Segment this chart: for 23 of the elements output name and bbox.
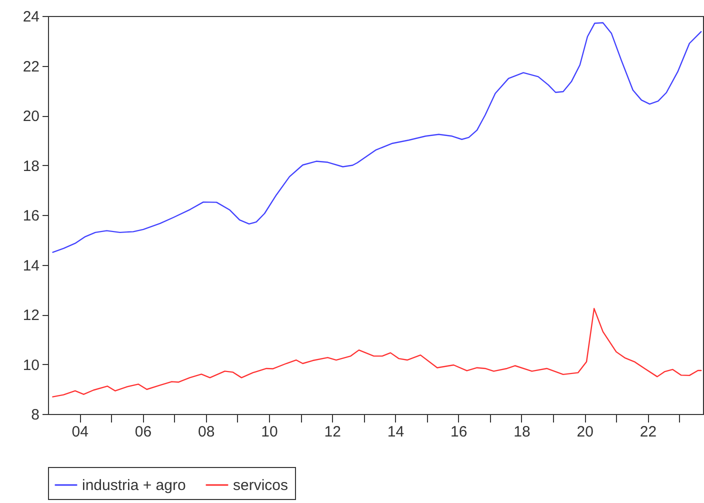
y-tick-label: 24	[22, 8, 40, 26]
legend-label: servicos	[233, 477, 288, 494]
x-tick-label: 18	[514, 424, 530, 440]
y-tick-label: 8	[31, 406, 40, 424]
legend-label: industria + agro	[82, 477, 186, 494]
x-tick-label: 04	[72, 424, 88, 440]
y-tick-label: 20	[22, 108, 40, 125]
y-tick-label: 16	[22, 208, 40, 224]
y-tick-label: 22	[22, 58, 40, 76]
x-tick-label: 06	[134, 424, 152, 440]
x-tick-label: 20	[576, 424, 594, 440]
x-tick-label: 14	[387, 424, 404, 440]
x-tick-label: 12	[324, 424, 341, 440]
x-tick-label: 08	[198, 424, 215, 440]
line-series	[52, 308, 702, 398]
x-tick-label: 16	[450, 424, 468, 440]
y-tick-label: 12	[22, 307, 40, 324]
x-tick-label: 10	[261, 424, 278, 440]
y-tick-label: 14	[22, 257, 40, 274]
line-series	[52, 22, 702, 253]
x-tick-label: 22	[640, 424, 657, 440]
y-tick-label: 10	[22, 356, 40, 374]
y-tick-label: 18	[22, 158, 40, 175]
